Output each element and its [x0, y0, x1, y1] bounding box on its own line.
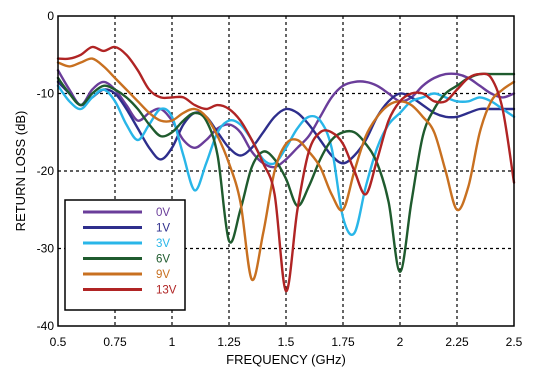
legend-label: 9V — [156, 269, 170, 281]
legend-label: 3V — [156, 238, 170, 250]
x-tick-label: 1.25 — [217, 335, 241, 349]
x-tick-label: 0.75 — [103, 335, 127, 349]
y-axis-label: RETURN LOSS (dB) — [13, 111, 28, 232]
legend-label: 6V — [156, 254, 170, 266]
legend-box — [64, 199, 186, 311]
legend: 0V 1V 3V 6V 9V 13V — [64, 199, 186, 311]
series-line-4 — [56, 57, 516, 281]
x-tick-label: 0.5 — [50, 335, 67, 349]
series-line-0 — [56, 69, 516, 169]
x-tick-label: 2 — [397, 335, 404, 349]
plot-frame — [57, 15, 515, 327]
x-tick-label: 1.75 — [331, 335, 355, 349]
x-tick-label: 1 — [169, 335, 176, 349]
legend-label: 0V — [156, 207, 170, 219]
x-tick-labels: 0.5 0.75 1 1.25 1.5 1.75 2 2.25 2.5 — [50, 335, 523, 349]
x-tick-label: 2.25 — [445, 335, 469, 349]
legend-label: 1V — [156, 223, 170, 235]
series-line-5 — [56, 45, 516, 293]
series-line-1 — [56, 80, 516, 165]
legend-label: 13V — [156, 285, 177, 297]
x-tick-label: 1.5 — [278, 335, 295, 349]
y-tick-label: -10 — [37, 87, 55, 101]
y-tick-labels: 0 -10 -20 -30 -40 — [37, 9, 55, 333]
series-line-2 — [56, 84, 516, 236]
y-tick-label: -30 — [37, 242, 55, 256]
y-tick-label: -40 — [37, 319, 55, 333]
x-axis-label: FREQUENCY (GHz) — [226, 352, 346, 367]
series-line-3 — [56, 72, 516, 273]
series-layer — [56, 45, 516, 293]
y-tick-label: -20 — [37, 164, 55, 178]
y-tick-label: 0 — [47, 9, 54, 23]
x-tick-label: 2.5 — [506, 335, 523, 349]
